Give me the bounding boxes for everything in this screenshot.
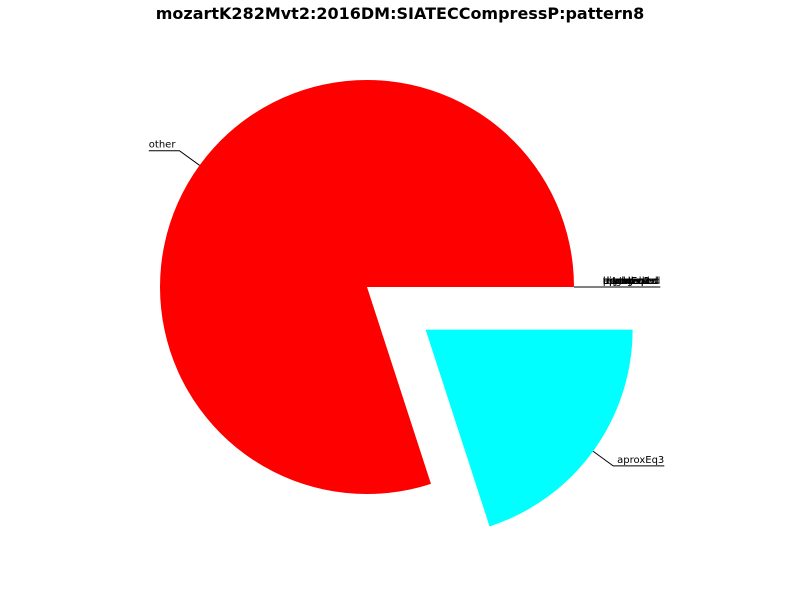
pie-slice-other: [160, 79, 574, 494]
slice-label-retrograde: retrograde: [603, 276, 656, 287]
slice-label-aproxeq1: aproxEq1: [603, 276, 650, 287]
slice-label-rhythm: rhythm: [603, 276, 639, 287]
slice-label-aproxeq2: aproxEq2: [603, 276, 650, 287]
pie-slice-aproxeq3: [425, 329, 633, 527]
slice-label-pitch: pitch: [603, 276, 628, 287]
slice-label-inverted: inverted: [603, 276, 645, 287]
slice-label-aproxeq3: aproxEq3: [617, 455, 664, 466]
slice-label-diminished: diminished: [603, 276, 658, 287]
slice-labels: other aproxEq3 aproxEq2aproxEq1equalretrog…: [148, 140, 665, 467]
leader-line-aproxeq3: [592, 450, 665, 467]
slice-label-equal: equal: [603, 276, 631, 287]
leader-line-other: [148, 150, 200, 166]
slice-label-augmented: augmented: [603, 276, 660, 287]
slice-label-other: other: [149, 140, 177, 151]
slice-label-transposed: transposed: [603, 276, 659, 287]
chart-title: mozartK282Mvt2:2016DM:SIATECCompressP:pa…: [156, 4, 645, 23]
pie-slices: [160, 79, 633, 527]
